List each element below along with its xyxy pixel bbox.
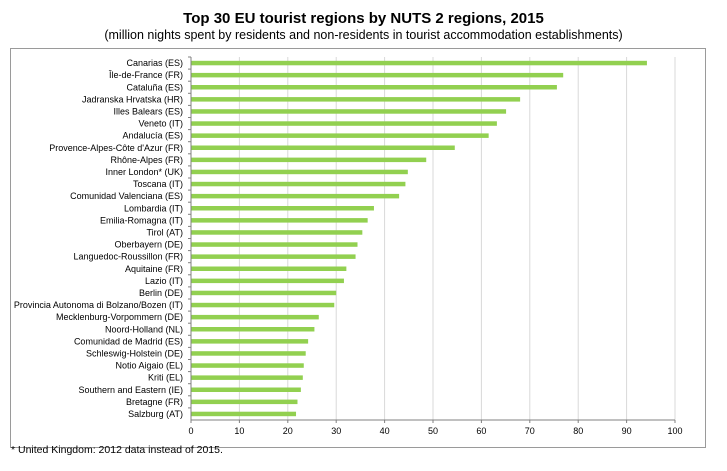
bar [191,181,406,187]
bar [191,351,306,356]
bar [191,375,303,380]
bar [191,218,368,223]
bar [191,193,400,199]
x-tick-label: 30 [331,426,341,436]
x-tick-label: 50 [428,426,438,436]
category-label: Salzburg (AT) [128,409,183,419]
category-labels: Canarias (ES) Île-de-France (FR) Cataluña … [14,58,183,419]
bar [191,327,315,332]
bar [191,278,344,284]
x-tick-label: 70 [525,426,535,436]
bar [191,72,564,78]
x-tick-label: 0 [188,426,193,436]
bar [191,314,319,320]
category-label: Bretagne (FR) [126,397,183,407]
gridlines [238,57,676,420]
category-label: Kriti (EL) [148,373,183,383]
category-label: Aquitaine (FR) [125,264,183,274]
chart-title: Top 30 EU tourist regions by NUTS 2 regi… [183,10,544,27]
bar [191,290,337,296]
bar [191,387,301,392]
x-tick-label: 90 [622,426,632,436]
bar [191,266,347,271]
category-label: Emilia-Romagna (IT) [100,215,183,225]
category-label: Berlin (DE) [139,288,183,298]
chart-frame [10,48,706,448]
bars [191,60,647,417]
category-label: Provincia Autonoma di Bolzano/Bozen (IT) [14,300,183,310]
category-label: Comunidad Valenciana (ES) [70,191,183,201]
bar [191,97,521,102]
category-label: Canarias (ES) [126,58,183,68]
category-label: Toscana (IT) [133,179,183,189]
category-label: Tirol (AT) [147,227,184,237]
bar [191,230,363,235]
bar [191,242,358,247]
category-label: Notio Aigaio (EL) [115,361,183,371]
bar [191,85,557,90]
bar [191,133,489,138]
x-tick-label: 10 [234,426,244,436]
bar [191,254,356,259]
bar [191,206,374,211]
category-label: Southern and Eastern (IE) [78,385,183,395]
category-label: Rhône-Alpes (FR) [110,155,183,165]
x-tick-label: 20 [283,426,293,436]
category-label: Provence-Alpes-Côte d'Azur (FR) [49,143,183,153]
bar [191,411,297,417]
category-label: Comunidad de Madrid (ES) [74,336,183,346]
category-label: Cataluña (ES) [126,82,183,92]
category-label: Mecklenburg-Vorpommern (DE) [56,312,183,322]
x-tick-label: 60 [476,426,486,436]
x-tick-label: 100 [667,426,682,436]
bar [191,399,298,405]
chart-subtitle: (million nights spent by residents and n… [104,28,623,42]
category-label: Inner London* (UK) [105,167,183,177]
x-tick-label: 80 [573,426,583,436]
category-label: Languedoc-Roussillon (FR) [73,252,183,262]
category-label: Jadranska Hrvatska (HR) [82,94,183,104]
category-label: Lombardia (IT) [124,203,183,213]
x-axis: 0 10 20 30 40 50 60 70 80 90 100 [188,56,683,436]
bar [191,169,408,175]
category-label: Noord-Holland (NL) [105,324,183,334]
category-label: Andalucía (ES) [122,131,183,141]
x-tick-label: 40 [380,426,390,436]
bar [191,157,427,163]
category-label: Oberbayern (DE) [114,240,183,250]
category-label: Veneto (IT) [138,119,183,129]
bar [191,109,507,114]
category-label: Île-de-France (FR) [108,70,183,80]
category-label: Lazio (IT) [145,276,183,286]
category-label: Schleswig-Holstein (DE) [86,348,183,358]
bar [191,302,335,308]
bar [191,121,497,126]
category-label: Illes Balears (ES) [113,106,183,116]
bar [191,145,455,150]
footnote: * United Kingdom: 2012 data instead of 2… [11,444,223,456]
bar [191,339,309,344]
bar [191,60,647,66]
bar [191,363,304,368]
